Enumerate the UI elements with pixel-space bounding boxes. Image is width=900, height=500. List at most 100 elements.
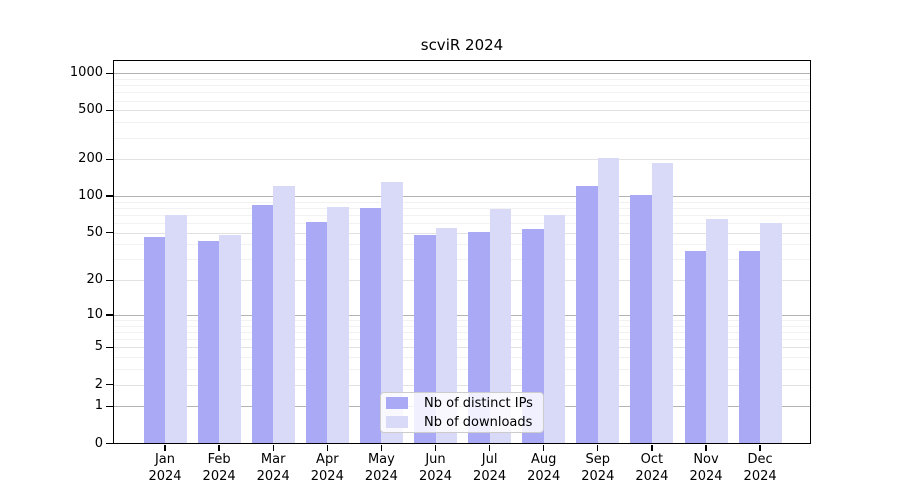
minor-gridline — [113, 339, 811, 341]
y-tick-label: 2 — [94, 376, 103, 392]
bar-downloads — [760, 223, 782, 444]
x-tick — [272, 444, 274, 451]
major-gridline — [113, 314, 811, 316]
gridline — [113, 280, 811, 282]
x-tick — [597, 444, 599, 451]
legend-label-downloads: Nb of downloads — [424, 414, 533, 430]
x-tick — [326, 444, 328, 451]
y-tick — [106, 405, 113, 407]
bar-distinct-ips — [576, 186, 598, 444]
y-tick-label: 20 — [86, 272, 103, 288]
gridline — [113, 384, 811, 386]
x-tick — [759, 444, 761, 451]
y-tick — [106, 279, 113, 281]
y-tick-label: 5 — [94, 339, 103, 355]
minor-gridline — [113, 244, 811, 246]
major-gridline — [113, 196, 811, 198]
bar-downloads — [165, 215, 187, 444]
minor-gridline — [113, 92, 811, 94]
minor-gridline — [113, 357, 811, 359]
y-tick — [106, 158, 113, 160]
legend-item-distinct-ips: Nb of distinct IPs — [386, 397, 543, 410]
x-tick — [488, 444, 491, 451]
y-tick — [106, 314, 113, 316]
gridline — [113, 232, 811, 234]
minor-gridline — [113, 137, 811, 139]
bar-distinct-ips — [359, 207, 382, 444]
minor-gridline — [113, 207, 811, 209]
bar-distinct-ips — [251, 204, 274, 444]
minor-gridline — [113, 369, 811, 371]
bar-distinct-ips — [468, 231, 490, 444]
bar-distinct-ips — [197, 240, 220, 444]
x-tick — [543, 444, 545, 451]
bar-downloads — [597, 157, 620, 444]
y-tick-label: 100 — [78, 188, 103, 204]
y-tick-label: 1 — [94, 398, 103, 414]
minor-gridline — [113, 332, 811, 334]
y-tick — [106, 442, 113, 445]
x-tick-label: Dec 2024 — [743, 452, 777, 484]
bar-downloads — [219, 234, 241, 444]
y-tick-label: 1000 — [69, 65, 103, 81]
bar-distinct-ips — [522, 228, 544, 444]
minor-gridline — [113, 215, 811, 217]
minor-gridline — [113, 201, 811, 203]
x-tick-label: Sep 2024 — [581, 452, 615, 484]
gridline — [113, 159, 811, 161]
x-tick-label: Jun 2024 — [418, 452, 453, 484]
x-tick-label: Aug 2024 — [527, 452, 561, 484]
major-gridline — [113, 73, 811, 75]
bar-downloads — [706, 218, 728, 444]
bar-distinct-ips — [684, 251, 706, 444]
bar-downloads — [489, 209, 512, 444]
legend-swatch-downloads — [386, 416, 408, 428]
x-tick-label: Mar 2024 — [256, 452, 290, 484]
y-tick-label: 50 — [86, 224, 103, 240]
y-tick-label: 500 — [78, 102, 103, 118]
bar-distinct-ips — [143, 237, 165, 444]
x-tick — [434, 444, 437, 451]
legend: Nb of distinct IPs Nb of downloads — [380, 392, 544, 433]
y-tick — [106, 195, 113, 197]
bar-distinct-ips — [738, 251, 761, 444]
gridline — [113, 347, 811, 349]
x-tick — [705, 444, 707, 451]
y-tick-label: 0 — [94, 435, 103, 451]
legend-swatch-distinct-ips — [386, 397, 408, 409]
bar-distinct-ips — [305, 222, 328, 444]
y-tick — [106, 346, 113, 349]
minor-gridline — [113, 223, 811, 225]
x-tick-label: Jul 2024 — [473, 452, 507, 484]
x-tick-label: Apr 2024 — [310, 452, 344, 484]
bar-downloads — [651, 162, 674, 444]
bar-downloads — [381, 182, 403, 444]
y-tick — [106, 232, 113, 234]
x-tick — [218, 444, 220, 451]
y-tick-label: 10 — [86, 306, 103, 322]
y-tick — [106, 383, 113, 386]
x-tick-label: Jan 2024 — [148, 452, 182, 484]
x-tick — [651, 444, 653, 451]
chart-title: scviR 2024 — [420, 36, 504, 54]
gridline — [113, 110, 811, 112]
x-tick-label: Nov 2024 — [689, 452, 723, 484]
minor-gridline — [113, 325, 811, 327]
legend-item-downloads: Nb of downloads — [386, 416, 543, 429]
x-tick-label: Feb 2024 — [202, 452, 236, 484]
legend-label-distinct-ips: Nb of distinct IPs — [424, 395, 533, 411]
y-tick — [106, 109, 113, 111]
bar-downloads — [273, 186, 295, 444]
minor-gridline — [113, 85, 811, 87]
minor-gridline — [113, 100, 811, 102]
bar-downloads — [543, 215, 566, 444]
minor-gridline — [113, 320, 811, 322]
x-tick — [380, 444, 383, 451]
minor-gridline — [113, 259, 811, 261]
y-tick — [106, 72, 113, 74]
bar-downloads — [435, 227, 457, 444]
x-tick-label: Oct 2024 — [635, 452, 669, 484]
minor-gridline — [113, 78, 811, 80]
bar-downloads — [327, 206, 349, 444]
